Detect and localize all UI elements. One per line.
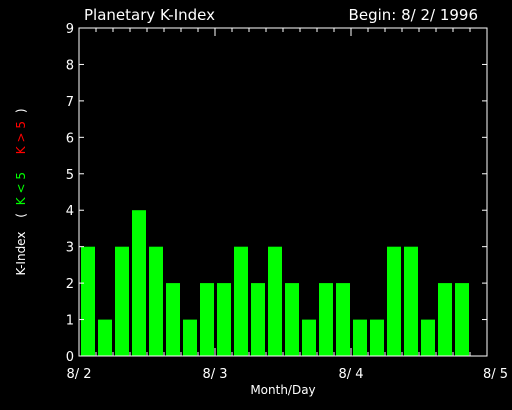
bar [98,319,112,356]
y-tick-label: 9 [66,22,74,37]
y-axis-label: K-Index ( K < 5 K > 5 ) [14,108,28,275]
bar [421,319,435,356]
y-tick-label: 0 [66,350,74,365]
bar [149,246,163,356]
bar [115,246,129,356]
x-tick-label: 8/ 2 [66,367,91,382]
y-tick-label: 3 [66,241,74,256]
bar [132,210,146,356]
begin-date-label: Begin: 8/ 2/ 1996 [349,6,478,24]
bar [285,283,299,356]
y-axis-ticks: 0 1 2 3 4 5 6 7 8 9 [66,22,487,365]
y-axis-label-open-paren: ( [14,213,28,218]
y-axis-label-main: K-Index [14,232,28,276]
bar [455,283,469,356]
x-axis-label: Month/Day [250,383,315,397]
bar [234,246,248,356]
y-axis-label-high: K > 5 [14,121,28,154]
x-tick-label: 8/ 4 [338,367,363,382]
bar [404,246,418,356]
bars-group [81,210,469,356]
y-tick-label: 8 [66,58,74,73]
bar [81,246,95,356]
bar [183,319,197,356]
y-axis-label-low: K < 5 [14,172,28,205]
bar [217,283,231,356]
y-tick-label: 5 [66,168,74,183]
bar [387,246,401,356]
y-tick-label: 7 [66,95,74,110]
bar [353,319,367,356]
x-axis-ticks: 8/ 2 8/ 3 8/ 4 8/ 5 [66,28,508,382]
bar [336,283,350,356]
y-tick-label: 6 [66,131,74,146]
bar [166,283,180,356]
x-tick-label: 8/ 3 [202,367,227,382]
y-axis-label-close-paren: ) [14,108,28,113]
bar [268,246,282,356]
y-tick-label: 2 [66,277,74,292]
bar [251,283,265,356]
y-tick-label: 4 [66,204,74,219]
bar [438,283,452,356]
y-tick-label: 1 [66,314,74,329]
chart-title: Planetary K-Index [84,6,215,24]
bar [370,319,384,356]
bar [302,319,316,356]
bar [319,283,333,356]
bar [200,283,214,356]
x-tick-label: 8/ 5 [483,367,508,382]
